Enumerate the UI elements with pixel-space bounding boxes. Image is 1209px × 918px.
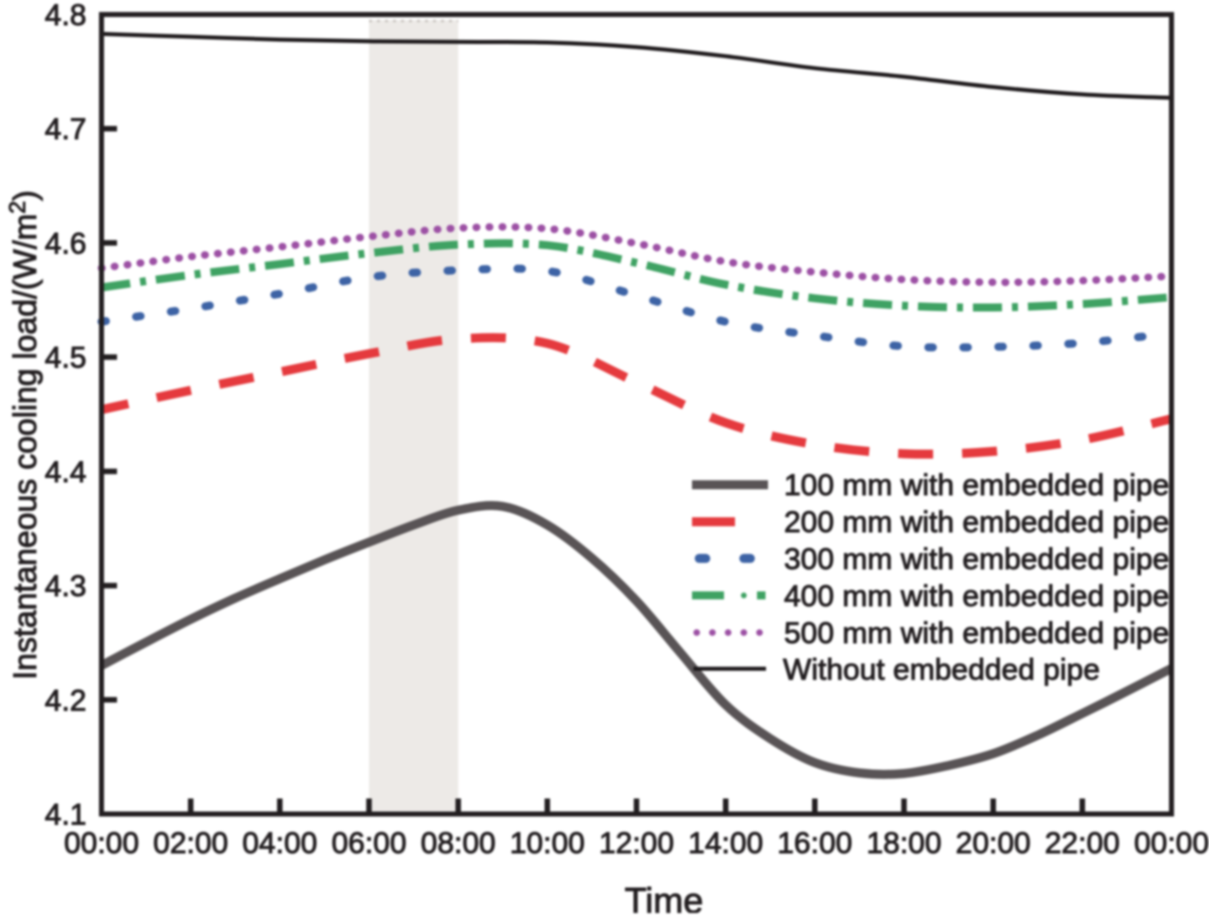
svg-text:300 mm with embedded pipe: 300 mm with embedded pipe [784,543,1169,576]
svg-text:4.8: 4.8 [45,0,87,32]
svg-text:4.7: 4.7 [45,113,87,146]
svg-text:10:00: 10:00 [510,827,585,860]
svg-text:4.5: 4.5 [45,342,87,375]
svg-text:12:00: 12:00 [599,827,674,860]
svg-text:500 mm with embedded pipe: 500 mm with embedded pipe [784,617,1169,650]
svg-text:Time: Time [625,880,704,913]
svg-text:14:00: 14:00 [688,827,763,860]
svg-text:02:00: 02:00 [153,827,228,860]
svg-text:16:00: 16:00 [777,827,852,860]
svg-text:4.6: 4.6 [45,227,87,260]
svg-text:4.1: 4.1 [45,799,87,832]
svg-text:18:00: 18:00 [866,827,941,860]
svg-text:06:00: 06:00 [331,827,406,860]
svg-text:08:00: 08:00 [421,827,496,860]
svg-text:04:00: 04:00 [242,827,317,860]
svg-text:200 mm with embedded pipe: 200 mm with embedded pipe [784,506,1169,539]
svg-text:22:00: 22:00 [1045,827,1120,860]
svg-text:Without embedded pipe: Without embedded pipe [783,653,1100,686]
svg-text:00:00: 00:00 [64,827,139,860]
svg-text:4.3: 4.3 [45,570,87,603]
svg-text:00:00: 00:00 [1134,827,1209,860]
svg-text:Instantaneous cooling load/(W/: Instantaneous cooling load/(W/m2) [4,190,43,679]
svg-text:100 mm with embedded pipe: 100 mm with embedded pipe [784,469,1169,502]
svg-text:4.2: 4.2 [45,684,87,717]
svg-text:20:00: 20:00 [956,827,1031,860]
svg-text:400 mm with embedded pipe: 400 mm with embedded pipe [784,580,1169,613]
svg-text:4.4: 4.4 [45,456,87,489]
